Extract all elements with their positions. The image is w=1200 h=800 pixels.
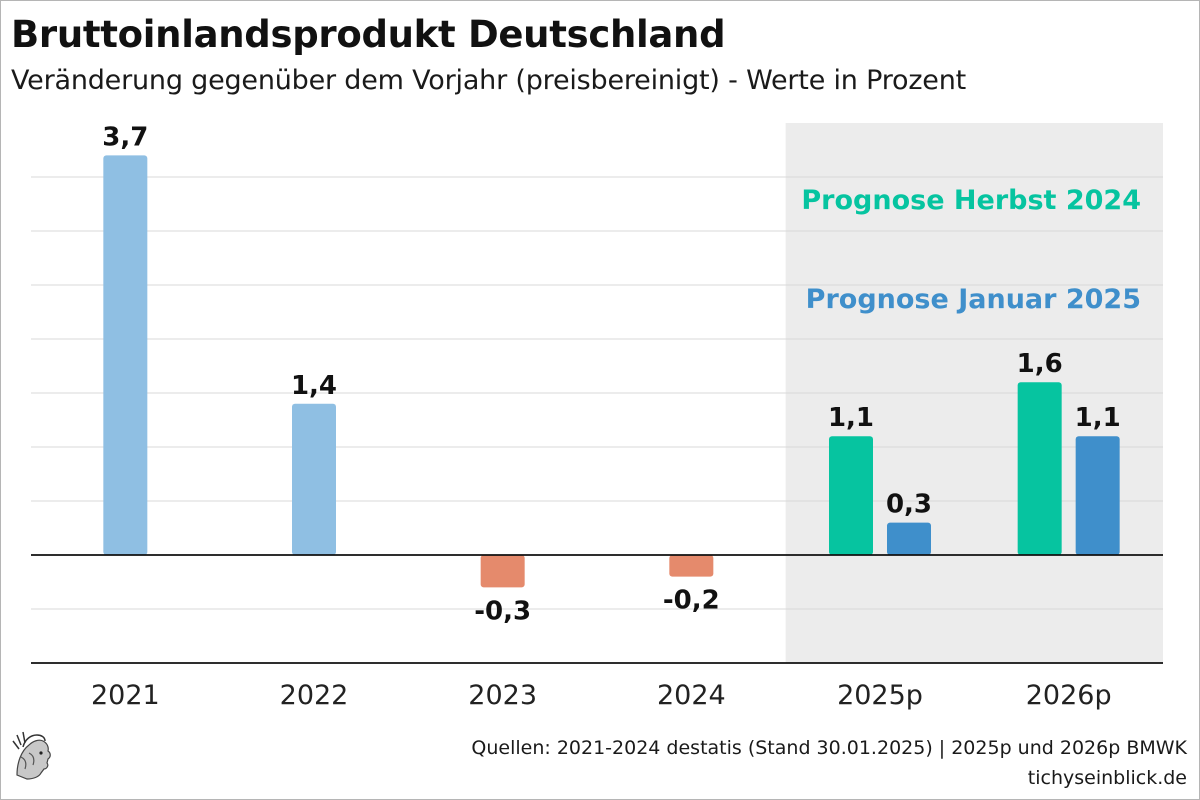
bar-historic-2022: [292, 403, 336, 555]
data-label-januar-2025p: 0,3: [886, 490, 932, 520]
bar-januar-2025p: [887, 522, 931, 555]
bar-historic-2021: [103, 155, 148, 555]
source-text: Quellen: 2021-2024 destatis (Stand 30.01…: [471, 737, 1187, 759]
chart-subtitle: Veränderung gegenüber dem Vorjahr (preis…: [11, 65, 966, 96]
x-tick-label: 2025p: [837, 680, 923, 711]
data-label-historic-2024: -0,2: [663, 586, 720, 616]
bar-historic-2023: [480, 555, 525, 588]
data-label-historic-2021: 3,7: [102, 122, 148, 152]
legend-item: Prognose Herbst 2024: [801, 185, 1141, 216]
mercury-head-logo-icon: [12, 731, 51, 780]
data-label-historic-2022: 1,4: [291, 371, 337, 401]
source-note: Quellen: 2021-2024 destatis (Stand 30.01…: [471, 733, 1187, 793]
x-tick-label: 2026p: [1026, 680, 1112, 711]
data-label-januar-2026p: 1,1: [1075, 403, 1121, 433]
x-tick-label: 2024: [657, 680, 726, 711]
bar-januar-2026p: [1075, 436, 1120, 555]
site-credit: tichyseinblick.de: [1027, 767, 1187, 789]
x-tick-label: 2022: [280, 680, 349, 711]
bar-herbst-2026p: [1017, 382, 1062, 555]
data-label-herbst-2025p: 1,1: [828, 403, 874, 433]
bar-historic-2024: [669, 555, 714, 577]
legend-item: Prognose Januar 2025: [806, 284, 1141, 315]
chart-title: Bruttoinlandsprodukt Deutschland: [11, 13, 726, 56]
x-tick-label: 2021: [91, 680, 160, 711]
data-label-historic-2023: -0,3: [474, 596, 531, 626]
bar-herbst-2025p: [829, 436, 873, 555]
x-tick-label: 2023: [468, 680, 537, 711]
data-label-herbst-2026p: 1,6: [1017, 349, 1063, 379]
